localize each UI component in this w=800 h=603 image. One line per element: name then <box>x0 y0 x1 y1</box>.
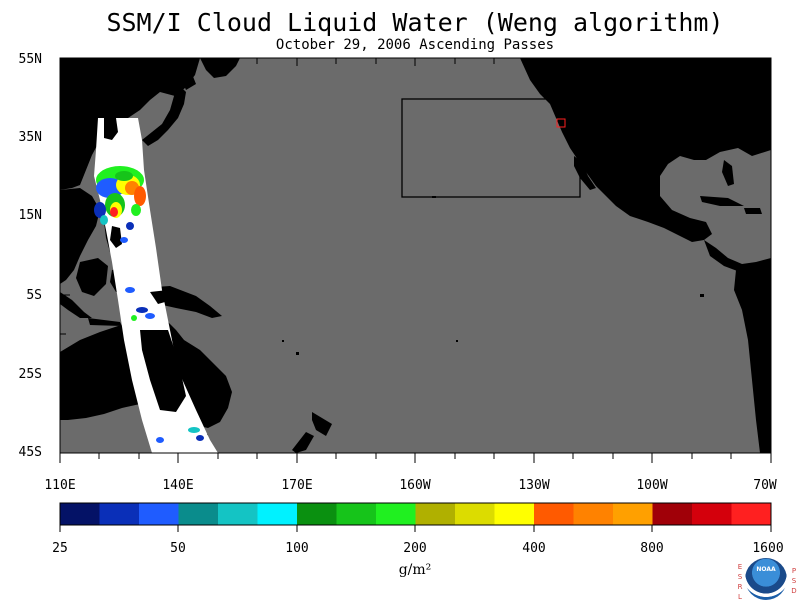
land-hokkaido <box>180 74 196 90</box>
land-galapagos <box>700 294 704 297</box>
logo-letter-d: D <box>791 587 797 595</box>
land-se-asia <box>60 188 100 284</box>
map-title: SSM/I Cloud Liquid Water (Weng algorithm… <box>106 8 724 37</box>
colorbar-label-200: 200 <box>403 541 427 556</box>
noaa-emblem-label: NOAA <box>756 566 776 573</box>
lon-label-100w: 100W <box>636 478 668 493</box>
lat-label-55n: 55N <box>18 52 42 67</box>
lat-label-35n: 35N <box>18 130 42 145</box>
land-java <box>88 318 122 326</box>
land-japan <box>142 82 186 146</box>
colorbar-segment <box>297 503 337 525</box>
swath-land-new-guinea <box>150 290 172 304</box>
logo-letter-e: E <box>737 563 743 571</box>
colorbar-label-25: 25 <box>52 541 68 556</box>
colorbar-segment <box>652 503 693 525</box>
lat-label-5s: 5S <box>26 288 42 303</box>
lat-label-45s: 45S <box>18 445 42 460</box>
land-north-america <box>520 58 771 242</box>
colorbar-segment <box>494 503 535 525</box>
lon-label-160w: 160W <box>399 478 431 493</box>
land-sumatra <box>60 292 92 318</box>
land-new-zealand-south <box>292 432 314 453</box>
land-south-america <box>734 264 771 453</box>
logo-letter-r: R <box>737 583 743 591</box>
lon-label-130w: 130W <box>518 478 550 493</box>
colorbar-segment <box>573 503 614 525</box>
colorbar-label-50: 50 <box>170 541 186 556</box>
map-subtitle: October 29, 2006 Ascending Passes <box>275 37 555 53</box>
colorbar-segment <box>455 503 495 525</box>
lon-label-140e: 140E <box>162 478 194 493</box>
land-asia <box>60 58 200 190</box>
colorbar-segment <box>218 503 258 525</box>
region-box <box>401 98 581 198</box>
logo-letter-s2: S <box>791 577 797 585</box>
noaa-emblem-icon <box>745 558 787 600</box>
colorbar-segment <box>613 503 653 525</box>
colorbar-segment <box>139 503 179 525</box>
land-kamchatka <box>200 58 240 78</box>
land-borneo <box>76 258 108 296</box>
colorbar-segment <box>692 503 732 525</box>
land-islands-b <box>456 340 458 342</box>
lat-label-25s: 25S <box>18 367 42 382</box>
lon-ticks <box>59 453 772 463</box>
colorbar-label-400: 400 <box>522 541 546 556</box>
colorbar <box>60 503 772 525</box>
land-cuba <box>700 196 744 206</box>
logo-letter-l: L <box>738 593 742 601</box>
location-marker <box>556 118 566 128</box>
lon-label-110e: 110E <box>44 478 76 493</box>
cloud-water-patches <box>94 166 204 443</box>
colorbar-segment <box>336 503 377 525</box>
lon-label-170e: 170E <box>281 478 313 493</box>
lon-label-70w: 70W <box>753 478 777 493</box>
colorbar-segment <box>376 503 416 525</box>
colorbar-units: g/m² <box>398 562 432 578</box>
colorbar-segment <box>534 503 574 525</box>
colorbar-segment <box>257 503 298 525</box>
frame-ticks-top-right <box>98 58 732 66</box>
colorbar-segment <box>731 503 772 525</box>
land-islands-a <box>282 340 284 342</box>
swath-land-australia <box>140 330 186 412</box>
land-hispaniola <box>744 208 762 214</box>
land-florida <box>722 160 734 186</box>
colorbar-segment <box>178 503 219 525</box>
colorbar-label-1600: 1600 <box>752 541 784 556</box>
colorbar-segment <box>415 503 456 525</box>
colorbar-label-800: 800 <box>640 541 664 556</box>
lat-label-15n: 15N <box>18 208 42 223</box>
colorbar-segment <box>60 503 100 525</box>
logo-letter-p: P <box>791 567 797 575</box>
colorbar-ticks <box>59 525 772 532</box>
colorbar-label-100: 100 <box>285 541 309 556</box>
lat-ticks <box>60 57 70 454</box>
land-new-zealand-north <box>312 412 332 436</box>
swath-land-korea <box>104 118 118 140</box>
satellite-swath <box>94 118 218 453</box>
colorbar-segment <box>99 503 140 525</box>
land-fiji <box>296 352 299 355</box>
logo-letter-s: S <box>737 573 743 581</box>
swath-land-philippines <box>110 226 122 248</box>
